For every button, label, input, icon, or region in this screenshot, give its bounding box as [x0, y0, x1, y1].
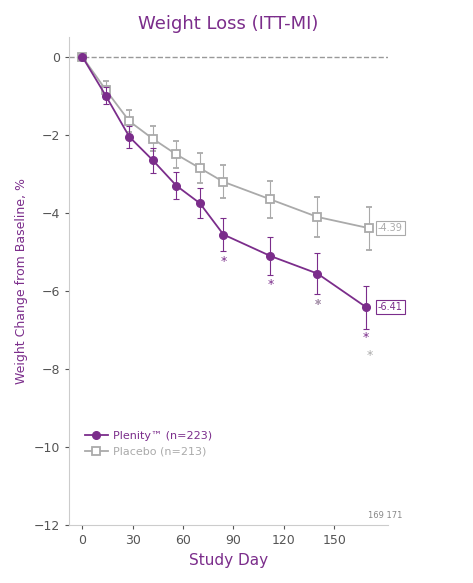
Text: *: * [314, 298, 321, 311]
X-axis label: Study Day: Study Day [189, 553, 268, 568]
Legend: Plenity™ (n=223), Placebo (n=213): Plenity™ (n=223), Placebo (n=213) [81, 427, 217, 461]
Text: *: * [314, 298, 321, 311]
Text: *: * [367, 349, 373, 362]
Text: *: * [267, 278, 273, 290]
Y-axis label: Weight Change from Baseline, %: Weight Change from Baseline, % [15, 178, 28, 384]
Text: -4.39: -4.39 [378, 223, 403, 233]
Text: *: * [363, 332, 369, 345]
Text: 169 171: 169 171 [368, 511, 402, 519]
Text: *: * [220, 255, 227, 268]
Text: -6.41: -6.41 [378, 302, 403, 312]
Title: Weight Loss (ITT-MI): Weight Loss (ITT-MI) [138, 15, 319, 33]
